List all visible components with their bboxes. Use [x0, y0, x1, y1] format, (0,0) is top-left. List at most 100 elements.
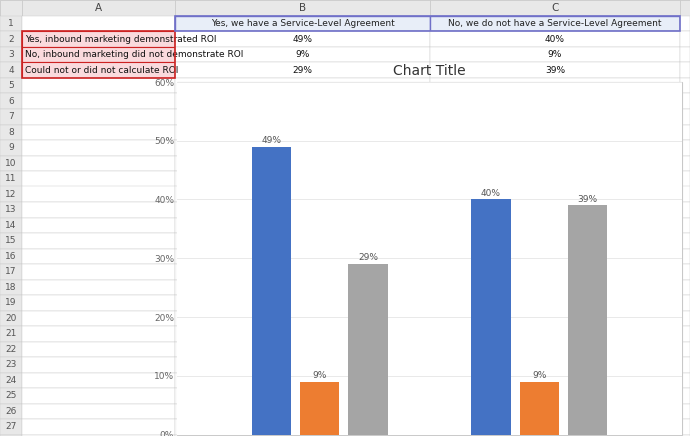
- Bar: [680, 218, 690, 233]
- Bar: [430, 372, 680, 388]
- Bar: [0, 93, 22, 109]
- Text: 27: 27: [6, 422, 17, 431]
- Bar: [430, 109, 680, 125]
- Bar: [22, 341, 175, 357]
- Bar: [175, 249, 430, 264]
- Bar: [430, 93, 680, 109]
- Text: 24: 24: [6, 376, 17, 385]
- Bar: [0, 171, 22, 187]
- Bar: [0, 187, 22, 202]
- Bar: [0, 125, 22, 140]
- Bar: [0, 156, 22, 171]
- Text: A: A: [95, 3, 102, 13]
- Bar: [175, 326, 430, 341]
- Bar: [680, 16, 690, 31]
- Bar: [175, 357, 430, 372]
- Bar: [430, 156, 680, 171]
- Bar: [680, 435, 690, 436]
- Text: 10: 10: [6, 159, 17, 168]
- Bar: [430, 47, 680, 62]
- Text: 40%: 40%: [545, 35, 565, 44]
- Bar: [0, 62, 22, 78]
- Bar: [22, 310, 175, 326]
- Bar: [0, 264, 22, 279]
- Bar: [430, 31, 680, 47]
- Bar: [0, 233, 22, 249]
- Text: 11: 11: [6, 174, 17, 183]
- Bar: [0, 326, 22, 341]
- Text: 16: 16: [6, 252, 17, 261]
- Text: 49%: 49%: [262, 136, 282, 145]
- Bar: [0, 279, 22, 295]
- Bar: [0, 16, 22, 31]
- Bar: [175, 62, 430, 78]
- Bar: [430, 218, 680, 233]
- Bar: [430, 341, 680, 357]
- Bar: [22, 16, 175, 31]
- Bar: [348, 264, 388, 435]
- Bar: [680, 249, 690, 264]
- Bar: [22, 218, 175, 233]
- Bar: [22, 419, 175, 435]
- Text: 21: 21: [6, 329, 17, 338]
- Bar: [175, 295, 430, 310]
- Bar: [680, 171, 690, 187]
- Bar: [0, 388, 22, 403]
- Bar: [680, 109, 690, 125]
- Bar: [22, 295, 175, 310]
- Bar: [175, 279, 430, 295]
- Bar: [430, 187, 680, 202]
- Bar: [680, 93, 690, 109]
- Bar: [680, 295, 690, 310]
- Bar: [22, 156, 175, 171]
- Bar: [430, 357, 680, 372]
- Bar: [175, 78, 430, 93]
- Bar: [680, 279, 690, 295]
- Bar: [680, 78, 690, 93]
- Bar: [175, 218, 430, 233]
- Bar: [22, 109, 175, 125]
- Bar: [175, 233, 430, 249]
- Text: 8: 8: [8, 128, 14, 137]
- Bar: [680, 388, 690, 403]
- Text: 9: 9: [8, 143, 14, 152]
- Bar: [680, 310, 690, 326]
- Text: 14: 14: [6, 221, 17, 230]
- Bar: [175, 125, 430, 140]
- Text: 6: 6: [8, 97, 14, 106]
- Bar: [430, 171, 680, 187]
- Bar: [680, 0, 690, 16]
- Bar: [680, 125, 690, 140]
- Bar: [680, 341, 690, 357]
- Bar: [22, 140, 175, 156]
- Text: C: C: [551, 3, 559, 13]
- Text: 7: 7: [8, 112, 14, 121]
- Text: 17: 17: [6, 267, 17, 276]
- Text: 29%: 29%: [293, 66, 313, 75]
- Bar: [22, 264, 175, 279]
- Bar: [0, 78, 22, 93]
- Text: 4: 4: [8, 66, 14, 75]
- Bar: [252, 146, 291, 435]
- Bar: [680, 372, 690, 388]
- Bar: [680, 233, 690, 249]
- Text: 3: 3: [8, 50, 14, 59]
- Text: 22: 22: [6, 345, 17, 354]
- Text: Yes, inbound marketing demonstrated ROI: Yes, inbound marketing demonstrated ROI: [25, 35, 217, 44]
- Bar: [430, 264, 680, 279]
- Bar: [430, 140, 680, 156]
- Text: 39%: 39%: [578, 194, 598, 204]
- Text: 2: 2: [8, 35, 14, 44]
- Bar: [175, 140, 430, 156]
- Bar: [22, 233, 175, 249]
- Bar: [0, 109, 22, 125]
- Bar: [22, 202, 175, 218]
- Bar: [680, 326, 690, 341]
- Text: 49%: 49%: [293, 35, 313, 44]
- Bar: [22, 171, 175, 187]
- Text: 20: 20: [6, 314, 17, 323]
- Bar: [0, 372, 22, 388]
- Bar: [680, 264, 690, 279]
- Bar: [175, 187, 430, 202]
- Bar: [22, 31, 175, 78]
